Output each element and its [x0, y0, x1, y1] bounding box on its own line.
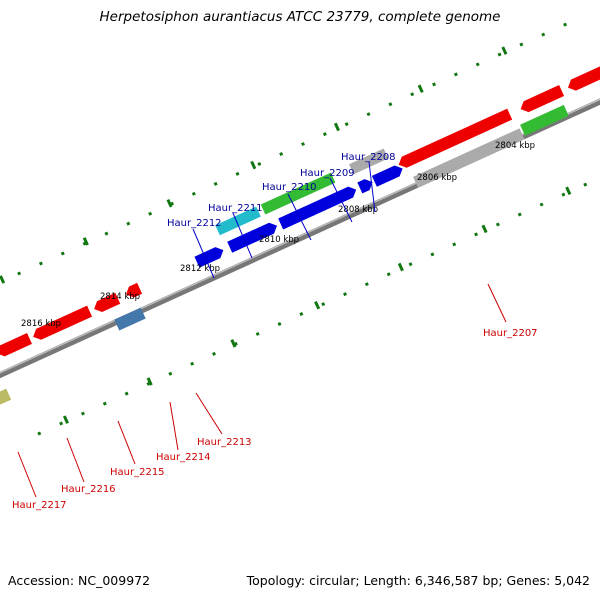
forward-strand-genes — [194, 148, 405, 268]
genome-backbone — [0, 73, 600, 403]
gene-label-haur-2208[interactable]: Haur_2208 — [341, 152, 396, 163]
map-title: Herpetosiphon aurantiacus ATCC 23779, co… — [99, 9, 501, 25]
gene-label-haur-2207[interactable]: Haur_2207 — [483, 328, 538, 339]
gene-label-haur-2215[interactable]: Haur_2215 — [110, 467, 165, 478]
kbp-label-2816: 2816 kbp — [21, 319, 61, 329]
gene-green[interactable] — [260, 172, 336, 215]
kbp-label-2810: 2810 kbp — [259, 235, 299, 245]
gene-blue-a[interactable] — [194, 245, 225, 268]
gene-label-haur-2213[interactable]: Haur_2213 — [197, 437, 252, 448]
gene-label-haur-2217[interactable]: Haur_2217 — [12, 500, 67, 511]
gene-cyan[interactable] — [215, 206, 261, 236]
gene-red-d[interactable] — [92, 292, 121, 315]
gene-label-haur-2209[interactable]: Haur_2209 — [300, 168, 355, 179]
kbp-label-2814: 2814 kbp — [100, 292, 140, 302]
gene-olive[interactable] — [0, 388, 12, 417]
gene-blue-c[interactable] — [278, 184, 359, 230]
upper-gene-labels: Haur_2208 Haur_2209 Haur_2210 Haur_2211 … — [167, 152, 396, 229]
accession-text: Accession: NC_009972 — [8, 573, 151, 588]
kbp-label-2808: 2808 kbp — [338, 205, 378, 215]
gene-green-lower[interactable] — [520, 104, 569, 136]
gene-label-haur-2212[interactable]: Haur_2212 — [167, 218, 222, 229]
gene-blue-e[interactable] — [371, 163, 405, 187]
gene-label-haur-2214[interactable]: Haur_2214 — [156, 452, 211, 463]
kbp-labels: 2804 kbp 2806 kbp 2808 kbp 2810 kbp 2812… — [21, 141, 535, 329]
gene-gray-lower[interactable] — [413, 128, 525, 188]
topology-text: Topology: circular; Length: 6,346,587 bp… — [246, 573, 590, 588]
gene-red-b[interactable] — [0, 333, 32, 359]
kbp-label-2806: 2806 kbp — [417, 173, 457, 183]
gene-gray-upper[interactable] — [349, 148, 389, 175]
gene-red-g[interactable] — [518, 85, 565, 115]
genome-backbone-highlight — [0, 73, 600, 399]
upper-tick-ruler — [0, 22, 568, 284]
gene-red-e[interactable] — [123, 282, 143, 300]
kbp-label-2812: 2812 kbp — [180, 264, 220, 274]
gene-label-haur-2210[interactable]: Haur_2210 — [262, 182, 317, 193]
gene-label-haur-2211[interactable]: Haur_2211 — [208, 203, 263, 214]
gene-red-h[interactable] — [565, 63, 600, 93]
upper-label-connectors — [192, 161, 376, 279]
gene-steelblue[interactable] — [114, 307, 146, 331]
kbp-label-2804: 2804 kbp — [495, 141, 535, 151]
gene-label-haur-2216[interactable]: Haur_2216 — [61, 484, 116, 495]
lower-gene-labels: Haur_2207 Haur_2213 Haur_2214 Haur_2215 … — [12, 328, 538, 511]
gene-red-c[interactable] — [31, 305, 93, 343]
lower-label-connectors — [17, 283, 507, 498]
gene-red-f[interactable] — [396, 108, 513, 171]
gene-blue-b[interactable] — [227, 220, 279, 253]
lower-tick-ruler — [37, 182, 588, 436]
gene-blue-d[interactable] — [357, 177, 375, 194]
